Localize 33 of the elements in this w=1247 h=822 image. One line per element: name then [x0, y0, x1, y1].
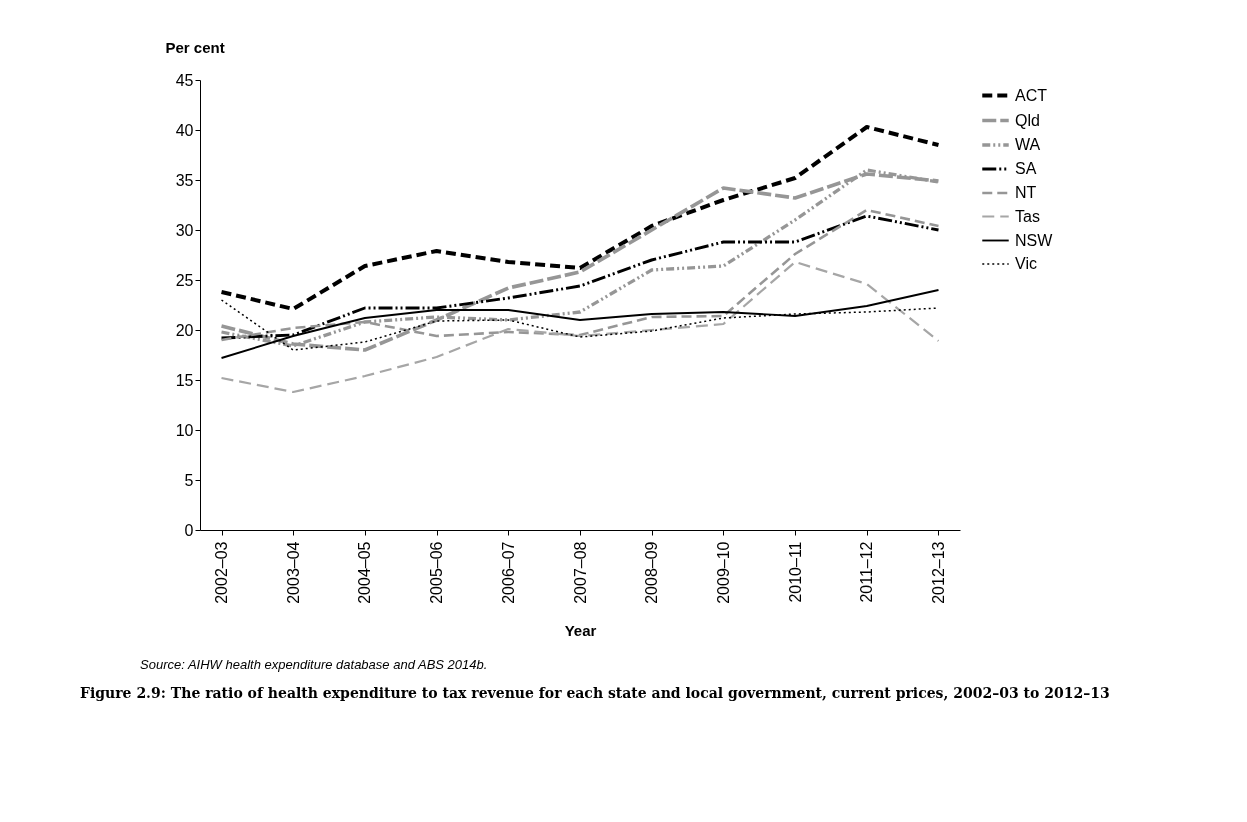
x-tick-label: 2012–13 — [929, 541, 947, 604]
x-tick-label: 2009–10 — [714, 541, 732, 604]
legend-label: Qld — [1015, 111, 1040, 129]
y-tick-label: 40 — [175, 121, 194, 139]
y-tick-label: 10 — [175, 421, 194, 439]
x-tick-label: 2010–11 — [786, 541, 804, 603]
y-axis-title: Per cent — [165, 38, 225, 56]
x-tick-label: 2003–04 — [284, 541, 302, 604]
x-tick-label: 2005–06 — [428, 541, 446, 604]
y-tick-label: 30 — [175, 221, 194, 239]
x-tick-label: 2006–07 — [499, 541, 517, 604]
legend-label: ACT — [1015, 86, 1048, 104]
legend-label: WA — [1015, 136, 1041, 153]
source-note: Source: AIHW health expenditure database and ABS 2014b. — [140, 657, 488, 672]
x-tick-label: 2011–12 — [858, 541, 876, 603]
y-tick-label: 35 — [175, 171, 194, 189]
legend-label: Tas — [1015, 207, 1040, 225]
text: Figure 2.9: The ratio of health expenditure to tax revenue for each state and local government, current prices, 2002–03 to 2012–13 — [80, 685, 1110, 701]
y-tick-label: 0 — [184, 521, 194, 539]
y-tick-label: 20 — [175, 321, 194, 339]
x-tick-label: 2002–03 — [213, 541, 231, 604]
x-axis-title: Year — [564, 621, 597, 639]
x-tick-label: 2008–09 — [643, 541, 661, 604]
y-tick-label: 15 — [175, 371, 194, 389]
legend-label: NT — [1015, 184, 1037, 201]
x-tick-label: 2007–08 — [571, 541, 589, 604]
y-tick-label: 45 — [175, 71, 194, 89]
y-tick-label: 25 — [175, 271, 194, 289]
legend-label: Vic — [1015, 255, 1037, 272]
y-tick-label: 5 — [184, 471, 194, 489]
legend-label: SA — [1015, 160, 1037, 177]
x-tick-label: 2004–05 — [356, 541, 374, 604]
legend-label: NSW — [1015, 231, 1054, 249]
